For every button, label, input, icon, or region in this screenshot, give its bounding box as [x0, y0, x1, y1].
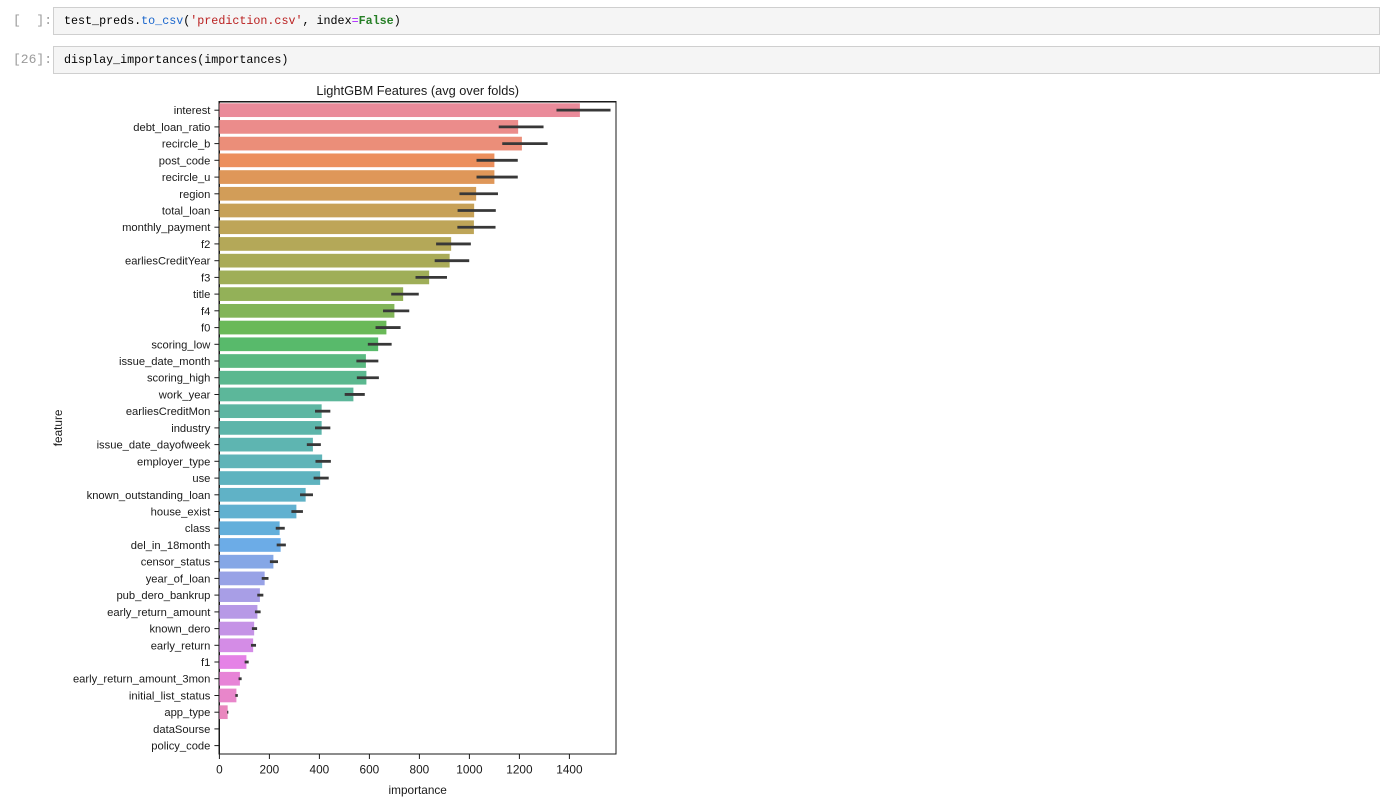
svg-text:800: 800 [410, 763, 430, 777]
svg-text:f3: f3 [201, 272, 210, 284]
svg-text:LightGBM Features (avg over fo: LightGBM Features (avg over folds) [316, 83, 519, 98]
svg-text:early_return_amount_3mon: early_return_amount_3mon [73, 674, 210, 686]
svg-text:policy_code: policy_code [151, 741, 210, 753]
svg-text:class: class [185, 523, 211, 535]
svg-text:1000: 1000 [456, 763, 483, 777]
svg-text:f4: f4 [201, 306, 210, 318]
svg-text:employer_type: employer_type [137, 456, 210, 468]
svg-text:total_loan: total_loan [162, 206, 211, 218]
svg-text:censor_status: censor_status [141, 557, 211, 569]
svg-text:importance: importance [389, 783, 448, 797]
svg-text:app_type: app_type [164, 707, 210, 719]
svg-text:early_return_amount: early_return_amount [107, 607, 211, 619]
svg-text:0: 0 [216, 763, 223, 777]
svg-text:del_in_18month: del_in_18month [131, 540, 211, 552]
svg-text:earliesCreditYear: earliesCreditYear [125, 256, 211, 268]
svg-text:scoring_high: scoring_high [147, 373, 210, 385]
svg-text:feature: feature [51, 409, 65, 446]
svg-text:work_year: work_year [158, 390, 211, 402]
svg-text:recircle_u: recircle_u [162, 172, 211, 184]
svg-text:1200: 1200 [506, 763, 533, 777]
svg-text:recircle_b: recircle_b [162, 139, 211, 151]
svg-text:house_exist: house_exist [151, 507, 212, 519]
svg-text:200: 200 [260, 763, 280, 777]
svg-text:debt_loan_ratio: debt_loan_ratio [133, 122, 210, 134]
svg-text:issue_date_month: issue_date_month [119, 356, 210, 368]
svg-text:post_code: post_code [159, 155, 211, 167]
svg-text:dataSourse: dataSourse [153, 724, 210, 736]
svg-text:initial_list_status: initial_list_status [129, 691, 211, 703]
svg-text:region: region [179, 189, 210, 201]
svg-text:known_dero: known_dero [149, 624, 210, 636]
svg-text:use: use [192, 473, 210, 485]
svg-text:f2: f2 [201, 239, 210, 251]
svg-text:known_outstanding_loan: known_outstanding_loan [87, 490, 211, 502]
svg-text:early_return: early_return [151, 640, 211, 652]
svg-text:1400: 1400 [556, 763, 583, 777]
svg-text:600: 600 [360, 763, 380, 777]
svg-text:industry: industry [171, 423, 211, 435]
svg-text:year_of_loan: year_of_loan [146, 573, 211, 585]
svg-text:pub_dero_bankrup: pub_dero_bankrup [116, 590, 210, 602]
svg-text:monthly_payment: monthly_payment [122, 222, 211, 234]
svg-text:scoring_low: scoring_low [151, 339, 211, 351]
svg-text:earliesCreditMon: earliesCreditMon [126, 406, 211, 418]
svg-text:400: 400 [310, 763, 330, 777]
svg-text:issue_date_dayofweek: issue_date_dayofweek [97, 440, 211, 452]
svg-text:interest: interest [174, 105, 212, 117]
svg-text:f1: f1 [201, 657, 210, 669]
svg-text:title: title [193, 289, 210, 301]
svg-text:f0: f0 [201, 323, 210, 335]
